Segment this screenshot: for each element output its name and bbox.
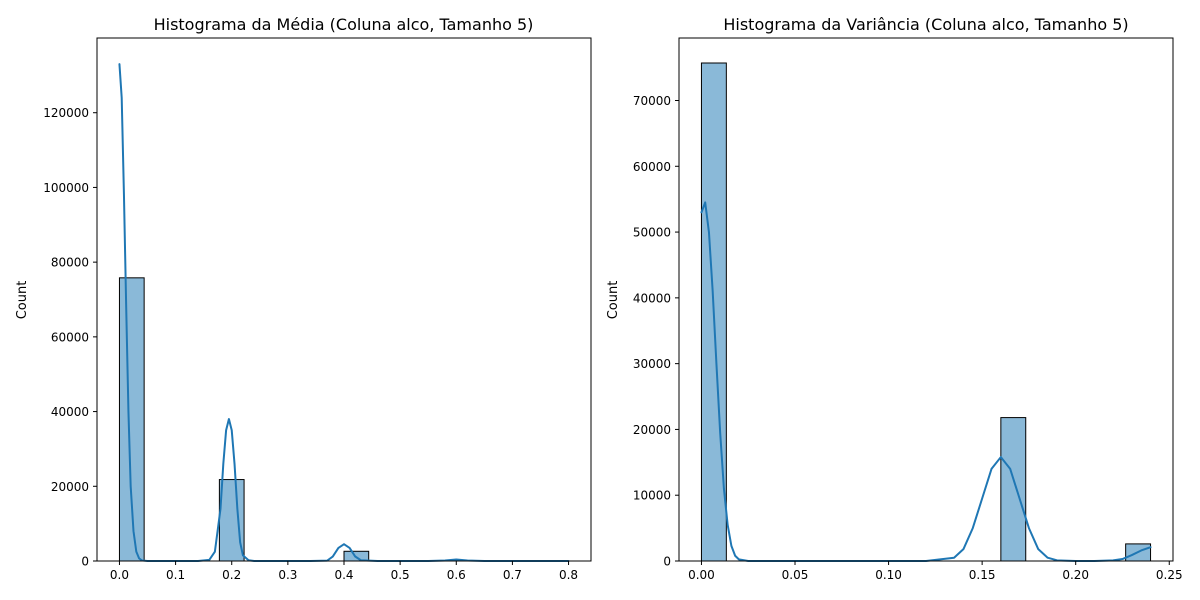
axes-frame: [678, 37, 1174, 562]
x-tick-label: 0.0: [110, 568, 129, 582]
y-tick-label: 70000: [633, 94, 671, 108]
x-tick-label: 0.20: [1062, 568, 1089, 582]
x-tick-label: 0.00: [688, 568, 715, 582]
y-tick-label: 0: [81, 555, 89, 569]
x-tick-label: 0.25: [1156, 568, 1183, 582]
y-ticks-group: 0 10000 20000 30000 40000 50000 60000 70000: [633, 94, 679, 569]
y-tick-label: 30000: [633, 357, 671, 371]
x-ticks-group: 0.0 0.1 0.2 0.3 0.4 0.5 0.6 0.7 0.8: [110, 561, 578, 582]
x-tick-label: 0.6: [447, 568, 466, 582]
chart-title: Histograma da Média (Coluna alco, Tamanh…: [154, 15, 534, 34]
x-tick-label: 0.4: [334, 568, 353, 582]
y-axis-label: Count: [15, 281, 30, 320]
y-tick-label: 40000: [51, 405, 89, 419]
histogram-bar: [1000, 417, 1027, 562]
histogram-bar: [218, 479, 245, 562]
x-tick-label: 0.3: [278, 568, 297, 582]
x-ticks-group: 0.00 0.05 0.10 0.15 0.20 0.25: [688, 561, 1183, 582]
chart-title: Histograma da Variância (Coluna alco, Ta…: [723, 15, 1128, 34]
y-tick-label: 20000: [633, 423, 671, 437]
y-tick-label: 120000: [43, 106, 89, 120]
chart-right: Histograma da Variância (Coluna alco, Ta…: [606, 15, 1183, 582]
x-tick-label: 0.7: [503, 568, 522, 582]
y-tick-label: 80000: [51, 256, 89, 270]
x-tick-label: 0.1: [166, 568, 185, 582]
x-tick-label: 0.5: [391, 568, 410, 582]
plot-area: 0.0 0.1 0.2 0.3 0.4 0.5 0.6 0.7 0.8 0 20000 40000 6…: [43, 37, 592, 582]
chart-left: Histograma da Média (Coluna alco, Tamanh…: [15, 15, 592, 582]
plot-area: 0.00 0.05 0.10 0.15 0.20 0.25 0 10000 20000 3000…: [633, 37, 1183, 582]
y-tick-label: 10000: [633, 489, 671, 503]
x-tick-label: 0.2: [222, 568, 241, 582]
y-tick-label: 0: [663, 555, 671, 569]
y-tick-label: 20000: [51, 480, 89, 494]
y-tick-label: 50000: [633, 226, 671, 240]
y-tick-label: 40000: [633, 291, 671, 305]
x-tick-label: 0.10: [875, 568, 902, 582]
y-tick-label: 60000: [51, 330, 89, 344]
x-tick-label: 0.15: [969, 568, 996, 582]
y-axis-label: Count: [606, 281, 621, 320]
y-ticks-group: 0 20000 40000 60000 80000 100000 120000: [43, 106, 97, 569]
y-tick-label: 100000: [43, 181, 89, 195]
x-tick-label: 0.05: [782, 568, 809, 582]
x-tick-label: 0.8: [559, 568, 578, 582]
y-tick-label: 60000: [633, 160, 671, 174]
